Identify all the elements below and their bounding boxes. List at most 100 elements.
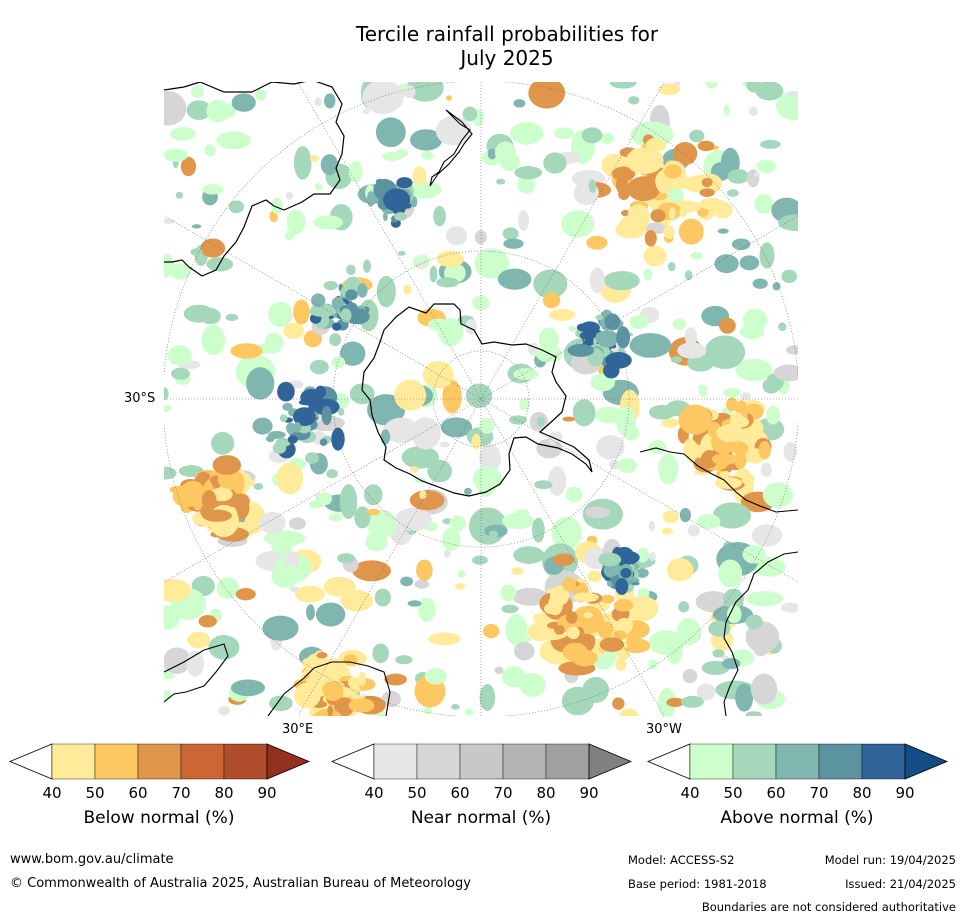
probability-patch	[620, 567, 632, 579]
below-normal-label: Below normal (%)	[83, 808, 235, 828]
colorbar-tick-label: 80	[214, 784, 233, 802]
probability-patch	[186, 650, 204, 677]
colorbar-segment	[94, 743, 139, 780]
colorbar-extend-high	[904, 743, 948, 780]
probability-patch	[513, 368, 539, 381]
probability-patch	[715, 476, 742, 490]
probability-patch	[502, 227, 519, 240]
probability-patch	[732, 442, 749, 455]
probability-patch	[407, 600, 422, 607]
probability-patch	[326, 469, 338, 479]
probability-patch	[514, 166, 543, 180]
probability-patch	[204, 144, 216, 157]
probability-patch	[286, 209, 306, 235]
probability-patch	[171, 367, 190, 380]
probability-patch	[479, 443, 501, 473]
probability-patch	[619, 551, 640, 564]
antarctica-coastline	[361, 303, 593, 497]
probability-patch	[354, 506, 371, 529]
probability-patch	[348, 160, 363, 182]
colorbar-segment	[775, 743, 820, 780]
probability-patch	[200, 308, 221, 325]
probability-patch	[428, 632, 461, 646]
probability-patch	[411, 417, 441, 450]
probability-patch	[510, 122, 544, 145]
probability-patch	[542, 292, 561, 309]
probability-patch	[573, 592, 599, 603]
probability-patch	[519, 398, 530, 411]
probability-patch	[739, 255, 760, 271]
probability-patch	[372, 643, 389, 664]
probability-patch	[745, 711, 762, 716]
probability-patch	[352, 560, 391, 582]
probability-patch	[604, 271, 640, 291]
map-title-line-1: Tercile rainfall probabilities for	[355, 22, 659, 46]
probability-patch	[622, 638, 651, 654]
probability-patch	[478, 418, 495, 434]
colorbar-tick-label: 90	[895, 784, 914, 802]
probability-patch	[170, 127, 196, 141]
probability-patch	[721, 655, 729, 660]
probability-patch	[289, 586, 299, 593]
colorbar-tick-label: 90	[257, 784, 276, 802]
probability-patch	[543, 152, 567, 174]
probability-patch	[740, 392, 751, 401]
probability-patch	[246, 367, 275, 400]
probability-patch	[567, 343, 595, 357]
probability-patch	[678, 218, 704, 245]
probability-patch	[648, 520, 655, 532]
base-period-text: Base period: 1981-2018	[628, 877, 767, 891]
probability-patch	[727, 169, 749, 184]
probability-patch	[187, 631, 211, 649]
probability-patch	[383, 417, 420, 444]
probability-patch	[562, 576, 577, 592]
probability-patch	[304, 452, 319, 464]
probability-patch	[175, 191, 184, 199]
probability-patch	[781, 602, 798, 613]
probability-patch	[313, 215, 344, 230]
near-normal-label: Near normal (%)	[410, 808, 552, 828]
probability-patch	[581, 127, 603, 144]
probability-patch	[323, 280, 338, 291]
probability-patch	[283, 322, 305, 339]
website-link[interactable]: www.bom.gov.au/climate	[10, 852, 174, 867]
probability-patch	[271, 564, 300, 588]
probability-patch	[200, 238, 226, 258]
probability-patch	[753, 172, 760, 177]
probability-patch	[362, 259, 372, 273]
probability-patch	[320, 154, 339, 176]
probability-patch	[202, 509, 232, 522]
probability-patch	[346, 264, 356, 276]
probability-patch	[681, 695, 704, 708]
probability-patch	[666, 558, 694, 582]
colorbar-segment	[416, 743, 461, 780]
probability-patch	[293, 682, 321, 709]
probability-patch	[668, 207, 676, 221]
probability-patch	[329, 333, 342, 347]
probability-patch	[271, 537, 293, 555]
probability-patch	[445, 226, 468, 246]
probability-patch	[294, 585, 325, 603]
probability-patch	[565, 611, 578, 624]
probability-patch	[519, 672, 546, 697]
probability-patch	[403, 85, 416, 99]
probability-patch	[682, 668, 698, 684]
probability-patch	[230, 343, 263, 359]
probability-patch	[409, 129, 443, 151]
probability-patch	[279, 414, 288, 423]
probability-patch	[618, 215, 642, 237]
australia-coastline	[164, 82, 345, 277]
probability-patch	[412, 166, 427, 185]
colorbar-tick-label: 80	[852, 784, 871, 802]
probability-patch	[612, 166, 636, 182]
probability-patch	[561, 686, 594, 716]
probability-patch	[228, 200, 244, 214]
probability-patch	[285, 422, 296, 434]
probability-patch	[742, 545, 766, 564]
probability-patch	[704, 335, 746, 370]
probability-patch	[760, 462, 772, 477]
probability-patch	[449, 515, 466, 532]
probability-patch	[348, 698, 375, 713]
colorbar-tick-label: 90	[579, 784, 598, 802]
probability-patch	[321, 405, 332, 426]
